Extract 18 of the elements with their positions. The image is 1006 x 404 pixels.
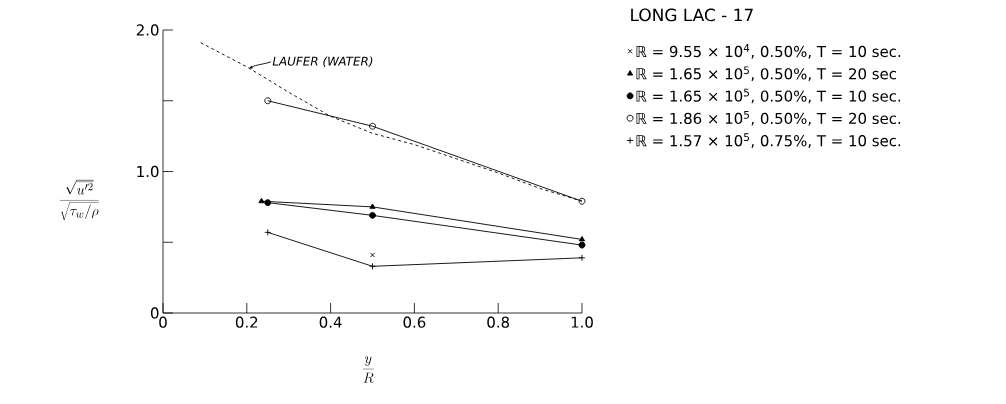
x-tick-label: 0.4 xyxy=(319,316,342,328)
x-axis-title: $\frac{y}{R}$ xyxy=(362,356,374,383)
y-tick-label: 1.0 xyxy=(137,165,159,178)
y-tick-label: 0 xyxy=(150,307,159,319)
legend-label: ℝ = 1.86 × 10$^{5}$, 0.50%, T = 20 sec. xyxy=(636,111,901,126)
x-tick-label: 0 xyxy=(159,316,167,328)
x-tick-label: 0.6 xyxy=(403,316,426,328)
annotation: LAUFER (WATER) xyxy=(272,56,373,68)
x-tick-label: 0.2 xyxy=(235,316,258,328)
legend-title: LONG LAC - 17 xyxy=(631,8,753,22)
legend-label: ℝ = 1.65 × 10$^{5}$, 0.50%, T = 10 sec. xyxy=(636,88,901,104)
legend-label: ℝ = 1.57 × 10$^{5}$, 0.75%, T = 10 sec. xyxy=(636,133,901,148)
x-tick-label: 0.8 xyxy=(487,316,510,328)
y-axis-title: $\frac{\sqrt{\overline{u'^{2}}}}{\sqrt{\tau_w/\rho}}$ xyxy=(59,180,99,221)
y-tick-label: 2.0 xyxy=(136,24,159,36)
legend-label: ℝ = 9.55 × 10$^{4}$, 0.50%, T = 10 sec. xyxy=(636,44,901,59)
x-tick-label: 1.0 xyxy=(571,316,593,328)
legend-label: ℝ = 1.65 × 10$^{5}$, 0.50%, T = 20 sec xyxy=(636,66,897,81)
